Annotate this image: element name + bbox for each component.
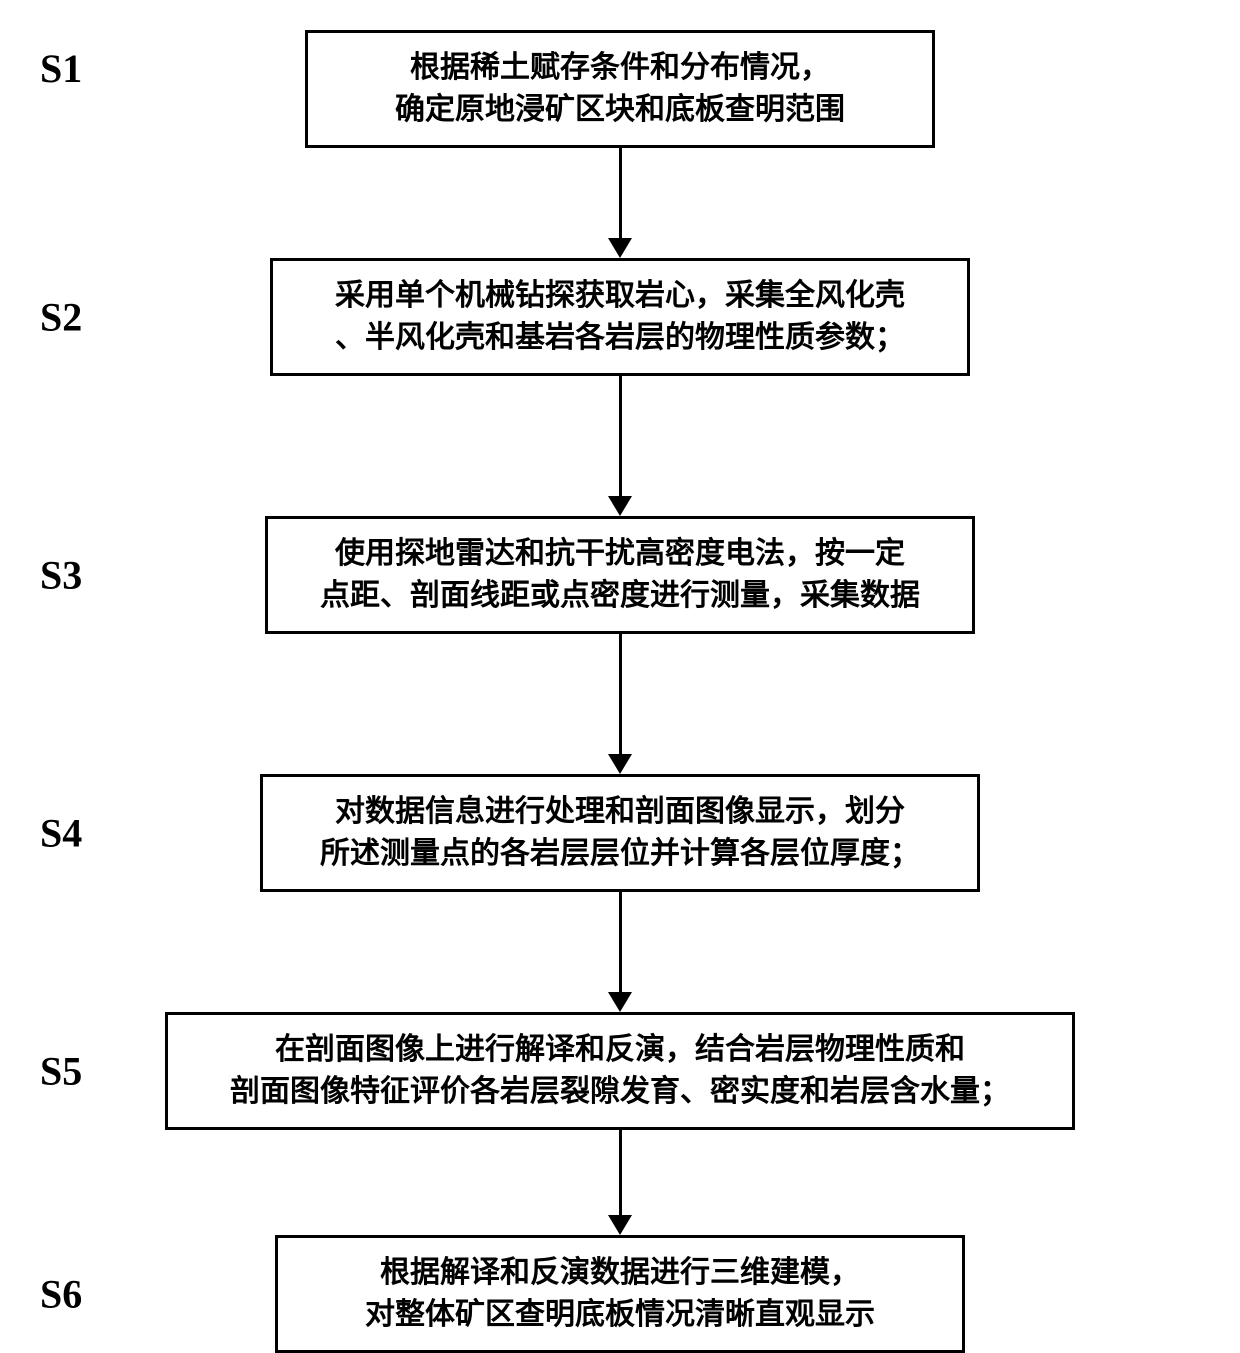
arrow-s5-s6 <box>0 1130 1240 1235</box>
arrow-s4-s5 <box>0 892 1240 1012</box>
flowchart-step-s3: S3 使用探地雷达和抗干扰高密度电法，按一定 点距、剖面线距或点密度进行测量，采… <box>0 516 1240 634</box>
flowchart-step-s4: S4 对数据信息进行处理和剖面图像显示，划分 所述测量点的各岩层层位并计算各层位… <box>0 774 1240 892</box>
step-text-line: 使用探地雷达和抗干扰高密度电法，按一定 <box>335 537 905 570</box>
arrow-s2-s3 <box>0 376 1240 516</box>
step-label-s2: S2 <box>40 294 82 341</box>
step-box-s5: 在剖面图像上进行解译和反演，结合岩层物理性质和 剖面图像特征评价各岩层裂隙发育、… <box>165 1012 1075 1130</box>
flowchart-step-s2: S2 采用单个机械钻探获取岩心，采集全风化壳 、半风化壳和基岩各岩层的物理性质参… <box>0 258 1240 376</box>
step-text-line: 剖面图像特征评价各岩层裂隙发育、密实度和岩层含水量； <box>230 1075 1010 1108</box>
step-text-line: 采用单个机械钻探获取岩心，采集全风化壳 <box>335 279 905 312</box>
step-label-s6: S6 <box>40 1271 82 1318</box>
step-text-line: 、半风化壳和基岩各岩层的物理性质参数； <box>335 321 905 354</box>
step-text-line: 根据解译和反演数据进行三维建模， <box>380 1256 860 1289</box>
step-text-line: 对数据信息进行处理和剖面图像显示，划分 <box>335 795 905 828</box>
step-box-s4: 对数据信息进行处理和剖面图像显示，划分 所述测量点的各岩层层位并计算各层位厚度； <box>260 774 980 892</box>
step-box-s6: 根据解译和反演数据进行三维建模， 对整体矿区查明底板情况清晰直观显示 <box>275 1235 965 1353</box>
step-box-s2: 采用单个机械钻探获取岩心，采集全风化壳 、半风化壳和基岩各岩层的物理性质参数； <box>270 258 970 376</box>
step-box-s1: 根据稀土赋存条件和分布情况， 确定原地浸矿区块和底板查明范围 <box>305 30 935 148</box>
flowchart-step-s5: S5 在剖面图像上进行解译和反演，结合岩层物理性质和 剖面图像特征评价各岩层裂隙… <box>0 1012 1240 1130</box>
arrow-icon <box>608 892 632 1012</box>
arrow-icon <box>608 1130 632 1235</box>
arrow-s3-s4 <box>0 634 1240 774</box>
flowchart-step-s1: S1 根据稀土赋存条件和分布情况， 确定原地浸矿区块和底板查明范围 <box>0 30 1240 148</box>
flowchart-step-s6: S6 根据解译和反演数据进行三维建模， 对整体矿区查明底板情况清晰直观显示 <box>0 1235 1240 1353</box>
step-text-line: 在剖面图像上进行解译和反演，结合岩层物理性质和 <box>275 1033 965 1066</box>
arrow-icon <box>608 148 632 258</box>
step-text-line: 点距、剖面线距或点密度进行测量，采集数据 <box>320 579 920 612</box>
step-text-line: 根据稀土赋存条件和分布情况， <box>410 51 830 84</box>
step-text-line: 确定原地浸矿区块和底板查明范围 <box>395 93 845 126</box>
step-box-s3: 使用探地雷达和抗干扰高密度电法，按一定 点距、剖面线距或点密度进行测量，采集数据 <box>265 516 975 634</box>
arrow-s1-s2 <box>0 148 1240 258</box>
step-text-line: 对整体矿区查明底板情况清晰直观显示 <box>365 1298 875 1331</box>
arrow-icon <box>608 634 632 774</box>
arrow-icon <box>608 376 632 516</box>
step-label-s1: S1 <box>40 45 82 92</box>
step-label-s5: S5 <box>40 1048 82 1095</box>
step-label-s4: S4 <box>40 810 82 857</box>
step-text-line: 所述测量点的各岩层层位并计算各层位厚度； <box>320 837 920 870</box>
step-label-s3: S3 <box>40 552 82 599</box>
